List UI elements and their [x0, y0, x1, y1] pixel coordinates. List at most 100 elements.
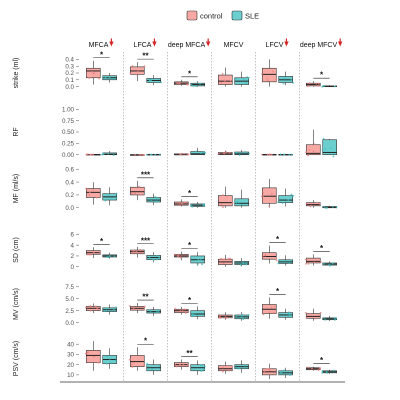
point-2-2-SLE-3 [202, 204, 205, 207]
point-3-4-SLE-4 [290, 259, 293, 262]
box-2-4-control [262, 187, 277, 204]
point-0-1-control-1 [143, 65, 146, 67]
box-2-1-control [130, 186, 145, 196]
point-0-2-SLE-1 [192, 85, 195, 87]
point-5-2-control-3 [175, 365, 178, 368]
sig-label-3-5: * [320, 244, 324, 253]
point-5-0-SLE-1 [105, 362, 108, 365]
y-tick-label-5-3: 40 [67, 341, 74, 348]
point-4-0-control-2 [84, 306, 87, 309]
point-3-1-SLE-3 [155, 254, 158, 257]
point-1-4-control-3 [266, 153, 269, 156]
point-2-2-SLE-4 [190, 204, 193, 207]
point-1-4-SLE-0 [288, 153, 291, 156]
point-0-0-control-4 [91, 70, 93, 73]
y-tick-label-1-3: 0.75 [62, 118, 75, 125]
column-header-5: deep MFCV [300, 42, 338, 49]
point-1-0-SLE-3 [107, 152, 110, 155]
point-4-3-SLE-3 [235, 315, 238, 318]
point-4-0-SLE-2 [103, 310, 106, 313]
point-2-3-SLE-0 [233, 201, 236, 203]
point-3-0-control-2 [99, 251, 101, 254]
point-2-1-SLE-4 [150, 199, 153, 202]
box-2-0-control [86, 188, 101, 198]
y-tick-label-1-2: 0.50 [62, 129, 75, 136]
point-1-3-SLE-2 [248, 152, 251, 155]
point-5-5-SLE-3 [332, 369, 335, 372]
point-4-2-control-0 [184, 308, 186, 311]
point-5-3-control-0 [230, 366, 233, 368]
point-1-3-SLE-1 [238, 154, 241, 156]
point-2-2-SLE-0 [191, 205, 194, 208]
point-3-2-control-1 [173, 253, 176, 256]
point-2-5-SLE-2 [331, 205, 334, 208]
point-4-0-SLE-0 [112, 308, 115, 311]
y-tick-label-2-2: 0.4 [65, 179, 74, 186]
y-tick-label-3-1: 2 [71, 253, 75, 260]
point-4-5-control-3 [305, 316, 308, 319]
point-4-1-SLE-3 [149, 310, 152, 313]
point-5-3-control-1 [228, 369, 231, 372]
point-4-3-control-1 [219, 314, 222, 317]
point-3-1-SLE-4 [156, 258, 159, 261]
point-3-0-SLE-1 [106, 256, 108, 259]
point-2-0-control-2 [89, 191, 91, 194]
point-3-1-control-1 [140, 251, 142, 254]
y-tick-label-3-2: 4 [71, 242, 75, 249]
point-5-3-SLE-4 [235, 364, 237, 367]
point-2-4-control-0 [270, 192, 273, 195]
legend-key-control [186, 10, 198, 21]
point-0-1-control-3 [131, 64, 134, 67]
point-4-0-SLE-4 [106, 307, 109, 310]
point-4-5-SLE-2 [323, 317, 325, 319]
sig-label-3-1: *** [141, 236, 151, 245]
point-3-3-control-2 [222, 262, 225, 265]
box-2-4-SLE [278, 195, 293, 203]
point-0-4-SLE-2 [292, 82, 295, 84]
point-5-2-SLE-2 [200, 370, 203, 373]
point-3-3-SLE-3 [242, 262, 245, 265]
point-2-3-control-4 [226, 195, 228, 198]
point-2-1-control-1 [143, 189, 146, 192]
y-tick-label-1-0: 0.00 [62, 152, 75, 159]
point-3-4-SLE-0 [288, 262, 291, 264]
point-0-3-SLE-3 [246, 76, 249, 78]
point-1-2-SLE-4 [201, 151, 204, 154]
down-arrow-icon-4 [284, 41, 289, 47]
point-3-2-SLE-1 [197, 259, 200, 261]
point-5-3-SLE-1 [237, 367, 240, 370]
point-3-0-control-0 [88, 253, 91, 256]
y-tick-label-0-0: 0.0 [65, 84, 74, 91]
legend-label-control: control [200, 12, 223, 21]
point-1-4-control-4 [270, 153, 273, 156]
point-3-4-control-3 [264, 253, 267, 256]
sig-label-2-2: * [188, 189, 192, 198]
column-header-1: LFCA [134, 42, 152, 49]
point-5-4-SLE-0 [289, 374, 291, 377]
y-tick-label-0-3: 0.3 [65, 63, 74, 70]
point-0-5-SLE-2 [321, 85, 324, 88]
sig-label-3-2: * [188, 241, 192, 250]
point-1-5-control-2 [308, 149, 311, 151]
point-0-1-SLE-3 [150, 79, 152, 82]
point-0-3-control-0 [221, 72, 224, 75]
point-4-5-SLE-0 [335, 317, 338, 320]
sig-label-0-2: * [188, 69, 192, 78]
point-5-2-SLE-3 [203, 368, 206, 371]
point-4-2-SLE-4 [196, 314, 199, 317]
y-tick-label-1-1: 0.25 [62, 141, 75, 148]
point-0-1-control-2 [135, 73, 138, 76]
point-4-2-SLE-1 [192, 313, 195, 316]
point-2-2-control-4 [178, 202, 181, 205]
point-4-0-control-3 [89, 309, 92, 312]
point-1-2-control-4 [187, 153, 190, 156]
point-1-3-SLE-4 [235, 151, 238, 154]
point-3-0-control-4 [86, 253, 89, 256]
point-5-5-control-2 [319, 367, 321, 369]
point-5-4-SLE-4 [279, 372, 282, 375]
point-0-4-SLE-3 [290, 78, 293, 81]
y-tick-label-5-1: 20 [67, 362, 74, 369]
point-2-4-SLE-1 [287, 198, 290, 201]
point-5-5-control-0 [311, 367, 313, 370]
point-0-2-control-4 [178, 81, 181, 84]
